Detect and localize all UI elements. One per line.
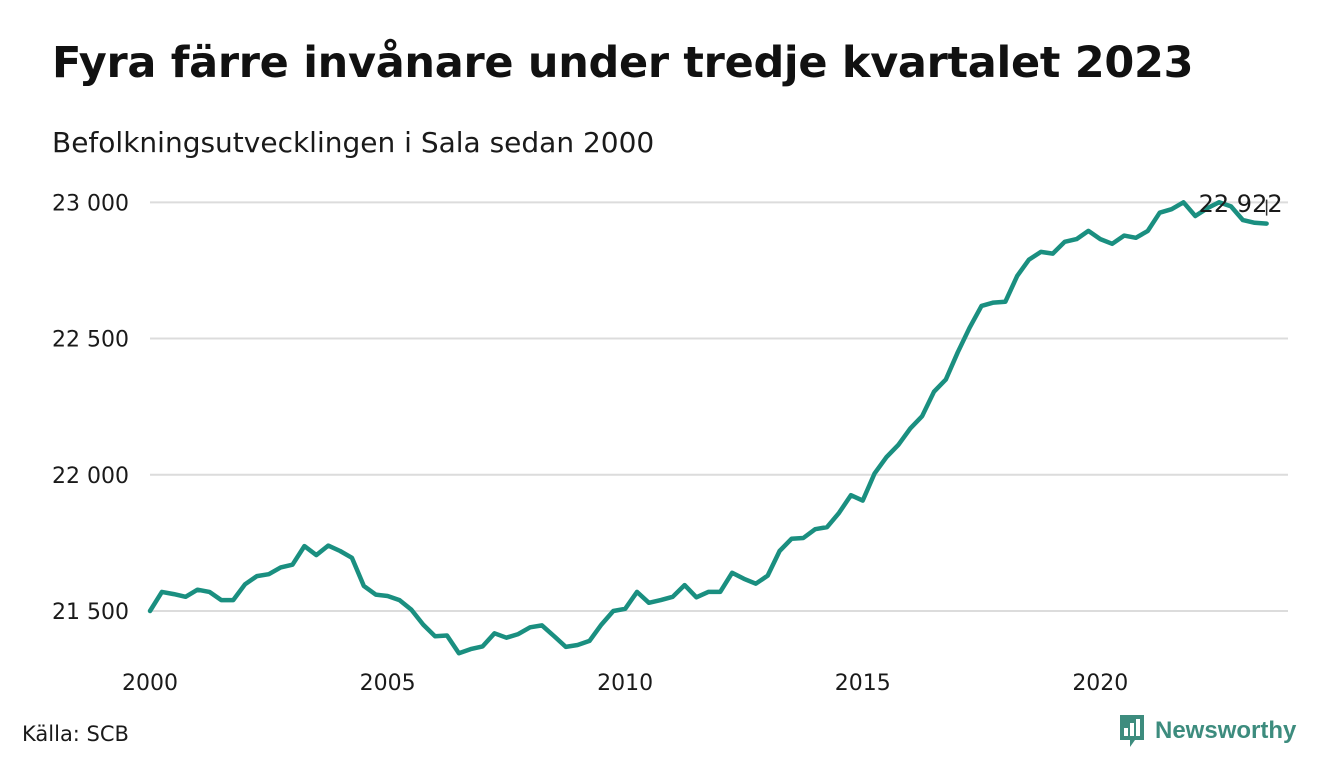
annotation-label: 22 922: [1199, 190, 1283, 218]
x-tick-label: 2005: [360, 671, 416, 696]
chart-subtitle: Befolkningsutvecklingen i Sala sedan 200…: [52, 126, 655, 159]
y-tick-label: 21 500: [52, 600, 129, 625]
newsworthy-logo-icon: [1120, 715, 1144, 747]
x-tick-label: 2010: [597, 671, 653, 696]
source-label: Källa: SCB: [22, 722, 129, 746]
x-tick-label: 2015: [835, 671, 891, 696]
x-tick-label: 2020: [1072, 671, 1128, 696]
x-tick-label: 2000: [122, 671, 178, 696]
y-tick-label: 22 500: [52, 328, 129, 353]
brand-logo[interactable]: Newsworthy: [1118, 713, 1296, 749]
y-tick-label: 22 000: [52, 464, 129, 489]
brand-name: Newsworthy: [1155, 717, 1297, 744]
series-line: [147, 200, 1269, 656]
y-tick-label: 23 000: [52, 191, 129, 216]
chart-title: Fyra färre invånare under tredje kvartal…: [52, 38, 1194, 88]
